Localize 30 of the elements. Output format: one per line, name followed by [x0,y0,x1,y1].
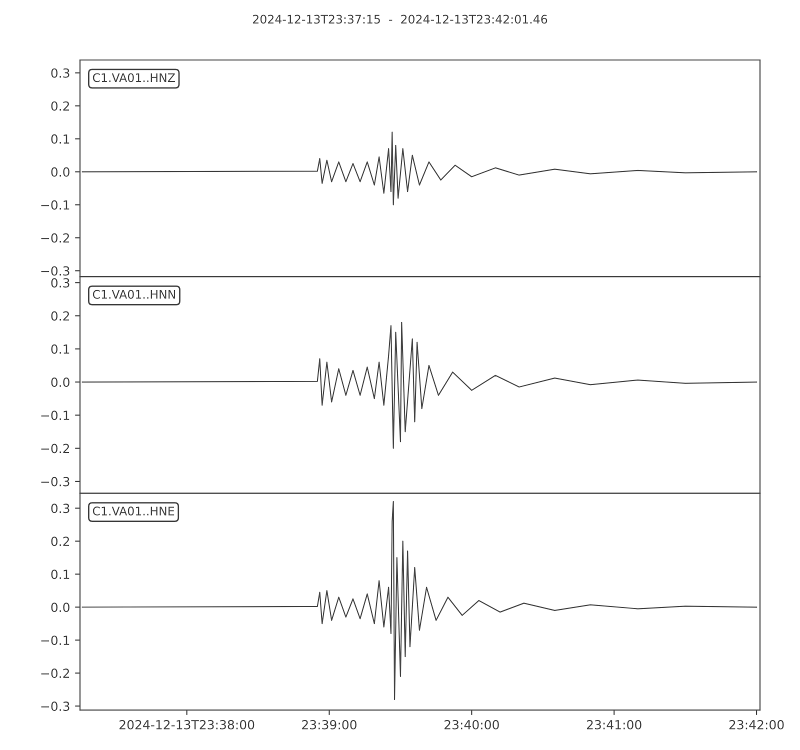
y-tick-label: 0.3 [51,68,70,78]
annotation: C1.VA01..HNN [92,290,176,299]
y-tick-label: −0.2 [41,444,70,454]
y-tick-label: 0.3 [51,504,70,514]
y-tick-label: −0.3 [41,702,70,711]
annotation: C1.VA01..HNE [92,506,174,516]
y-tick-label: −0.3 [41,476,70,486]
y-tick-label: 0.1 [51,134,70,144]
annotation: C1.VA01..HNZ [92,73,175,82]
x-tick-label: 23:41:00 [586,720,642,730]
x-tick-label: 23:40:00 [444,720,499,730]
y-tick-label: 0.2 [51,536,70,546]
chart-title: 2024-12-13T23:37:15 - 2024-12-13T23:42:01.46 [253,14,548,24]
x-tick-label: 2024-12-13T23:38:00 [120,720,254,730]
y-tick-label: −0.2 [41,668,70,678]
y-tick-label: 0.1 [51,570,70,580]
y-tick-label: −0.1 [41,410,70,420]
y-tick-label: 0.0 [51,167,70,177]
y-tick-label: 0.3 [51,278,70,288]
y-tick-label: 0.1 [51,344,70,354]
y-tick-label: 0.2 [51,311,70,321]
y-tick-label: −0.2 [41,233,70,243]
y-tick-label: 0.2 [51,101,70,111]
y-tick-label: −0.1 [41,200,70,210]
y-tick-label: −0.3 [41,266,70,276]
x-tick-label: 23:42:00 [729,720,784,730]
y-tick-label: −0.1 [41,636,70,646]
y-tick-label: 0.0 [51,378,70,387]
x-tick-label: 23:39:00 [302,720,356,730]
y-tick-label: 0.0 [51,602,70,612]
